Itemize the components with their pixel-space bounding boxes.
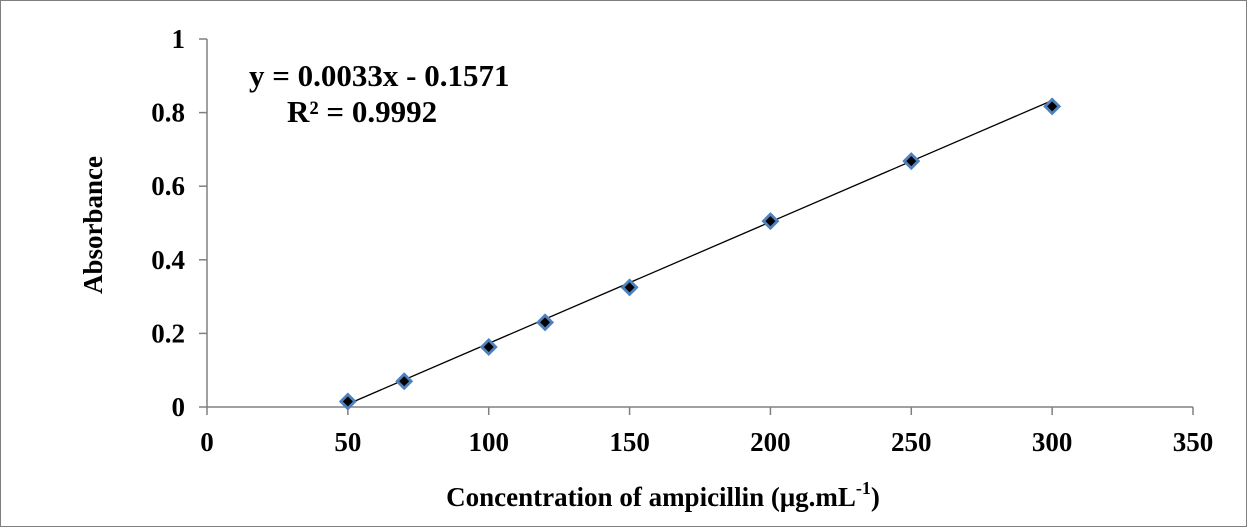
trendline-group [347, 99, 1053, 405]
r-squared-label: R² = 0.9992 [287, 94, 437, 129]
data-point [536, 313, 555, 332]
data-point [902, 152, 921, 171]
data-point-core [399, 376, 410, 387]
data-point-core [624, 282, 635, 293]
ticks: 0 0.2 0.4 0.6 0.8 1 0 50 100 150 200 250 300 350 [151, 24, 1213, 457]
x-axis-title-superscript: -1 [856, 478, 871, 498]
x-tick-label: 0 [200, 427, 214, 457]
y-tick-label: 0.6 [151, 171, 185, 201]
data-point [395, 372, 414, 391]
data-point-core [1047, 101, 1058, 112]
trendline [347, 99, 1053, 405]
x-tick-label: 100 [468, 427, 509, 457]
x-tick-label: 250 [891, 427, 932, 457]
data-point [1043, 97, 1062, 116]
x-tick-label: 50 [334, 427, 361, 457]
data-point-core [342, 396, 353, 407]
y-tick-label: 1 [172, 24, 186, 54]
x-tick-label: 150 [609, 427, 650, 457]
data-point [761, 212, 780, 231]
x-tick-label: 300 [1032, 427, 1073, 457]
data-point-core [483, 342, 494, 353]
y-tick-label: 0 [172, 392, 186, 422]
axes [206, 39, 1193, 408]
data-point-core [540, 317, 551, 328]
trendline-equation: y = 0.0033x - 0.1571 [249, 58, 510, 93]
x-tick-label: 200 [750, 427, 791, 457]
data-points [338, 97, 1062, 411]
x-tick-label: 350 [1173, 427, 1214, 457]
data-point [620, 278, 639, 297]
x-axis-title-main: Concentration of ampicillin (μg.mL [446, 482, 856, 512]
x-axis-title: Concentration of ampicillin (μg.mL-1) [446, 478, 880, 512]
y-tick-label: 0.4 [151, 245, 185, 275]
y-axis-title: Absorbance [78, 156, 108, 294]
y-tick-label: 0.2 [151, 318, 185, 348]
y-tick-label: 0.8 [151, 98, 185, 128]
data-point-core [765, 216, 776, 227]
data-point-core [906, 156, 917, 167]
data-point [479, 338, 498, 357]
x-axis-title-suffix: ) [871, 482, 880, 512]
data-point [338, 392, 357, 411]
